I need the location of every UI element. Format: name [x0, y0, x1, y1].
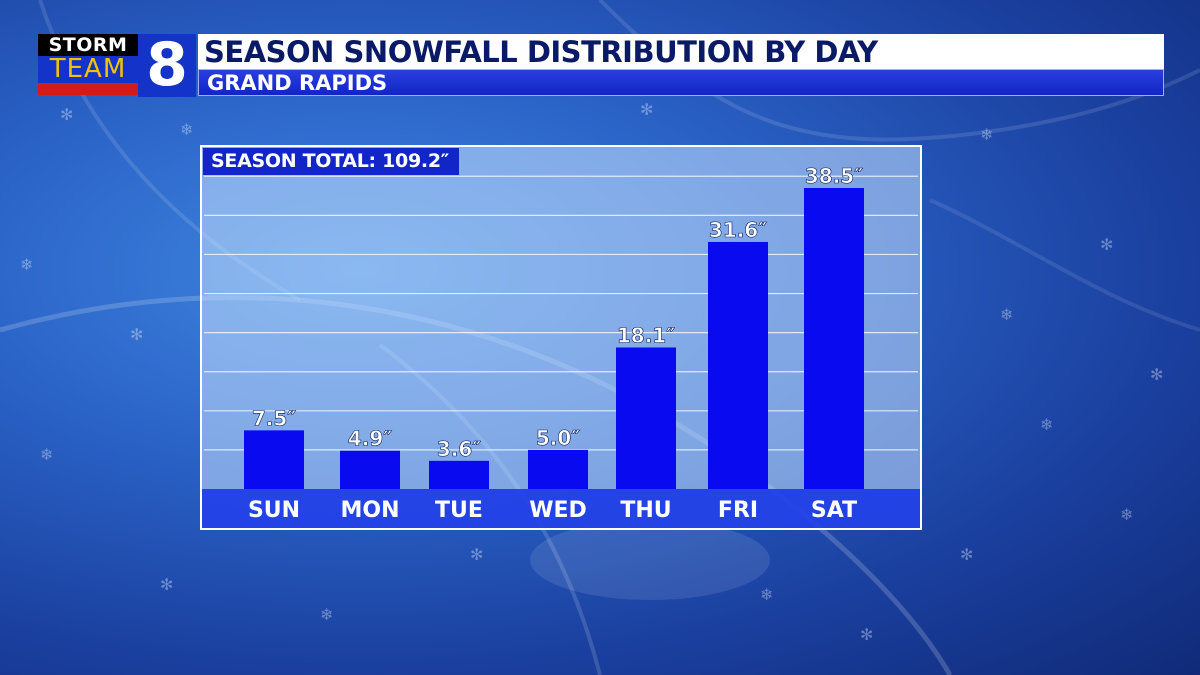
svg-text:✻: ✻ — [860, 625, 873, 644]
bars — [244, 188, 864, 489]
category-label-sun: SUN — [248, 498, 300, 523]
svg-text:✻: ✻ — [640, 100, 653, 119]
station-logo: STORM TEAM 8 — [38, 34, 196, 97]
category-label-tue: TUE — [435, 498, 483, 523]
svg-text:❄: ❄ — [20, 255, 33, 274]
bar-mon — [340, 450, 400, 489]
svg-text:❄: ❄ — [760, 585, 773, 604]
bar-sat — [804, 188, 864, 489]
grid-lines — [204, 175, 918, 451]
value-label-thu: 18.1″ — [617, 323, 675, 347]
bar-fri — [708, 241, 768, 489]
bar-wed — [528, 449, 588, 489]
logo-stripe — [38, 83, 138, 95]
category-label-mon: MON — [340, 498, 399, 523]
bar-tue — [429, 460, 489, 489]
value-label-sun: 7.5″ — [252, 406, 296, 430]
svg-text:✻: ✻ — [1100, 235, 1113, 254]
chart-title: SEASON TOTAL: 109.2″ — [203, 148, 459, 175]
svg-text:❄: ❄ — [40, 445, 53, 464]
svg-text:❄: ❄ — [320, 605, 333, 624]
svg-text:✻: ✻ — [130, 325, 143, 344]
bar-thu — [616, 347, 676, 489]
svg-text:✻: ✻ — [60, 105, 73, 124]
svg-text:❄: ❄ — [1040, 415, 1053, 434]
logo-number: 8 — [138, 34, 196, 97]
page-subtitle: GRAND RAPIDS — [198, 69, 1164, 96]
page-title: SEASON SNOWFALL DISTRIBUTION BY DAY — [198, 34, 1164, 69]
svg-text:❄: ❄ — [180, 120, 193, 139]
value-label-tue: 3.6″ — [437, 437, 481, 461]
category-label-wed: WED — [529, 498, 587, 523]
value-label-wed: 5.0″ — [536, 426, 580, 450]
category-label-thu: THU — [620, 498, 671, 523]
bar-sun — [244, 430, 304, 489]
category-band — [202, 489, 920, 528]
value-labels: 7.5″ 4.9″ 3.6″ 5.0″ 18.1″ 31.6″ 38.5″ — [252, 164, 864, 461]
svg-text:❄: ❄ — [980, 125, 993, 144]
svg-text:✻: ✻ — [960, 545, 973, 564]
value-label-mon: 4.9″ — [348, 427, 392, 451]
svg-text:✻: ✻ — [470, 545, 483, 564]
value-label-sat: 38.5″ — [805, 164, 863, 188]
svg-text:✻: ✻ — [1150, 365, 1163, 384]
category-label-fri: FRI — [718, 498, 758, 523]
logo-storm-text: STORM — [38, 34, 138, 56]
svg-text:❄: ❄ — [1000, 305, 1013, 324]
category-labels: SUN MON TUE WED THU FRI SAT — [248, 498, 857, 523]
value-label-fri: 31.6″ — [709, 218, 767, 242]
category-label-sat: SAT — [811, 498, 857, 523]
svg-text:✻: ✻ — [160, 575, 173, 594]
svg-text:❄: ❄ — [1120, 505, 1133, 524]
logo-team-text: TEAM — [38, 56, 138, 83]
